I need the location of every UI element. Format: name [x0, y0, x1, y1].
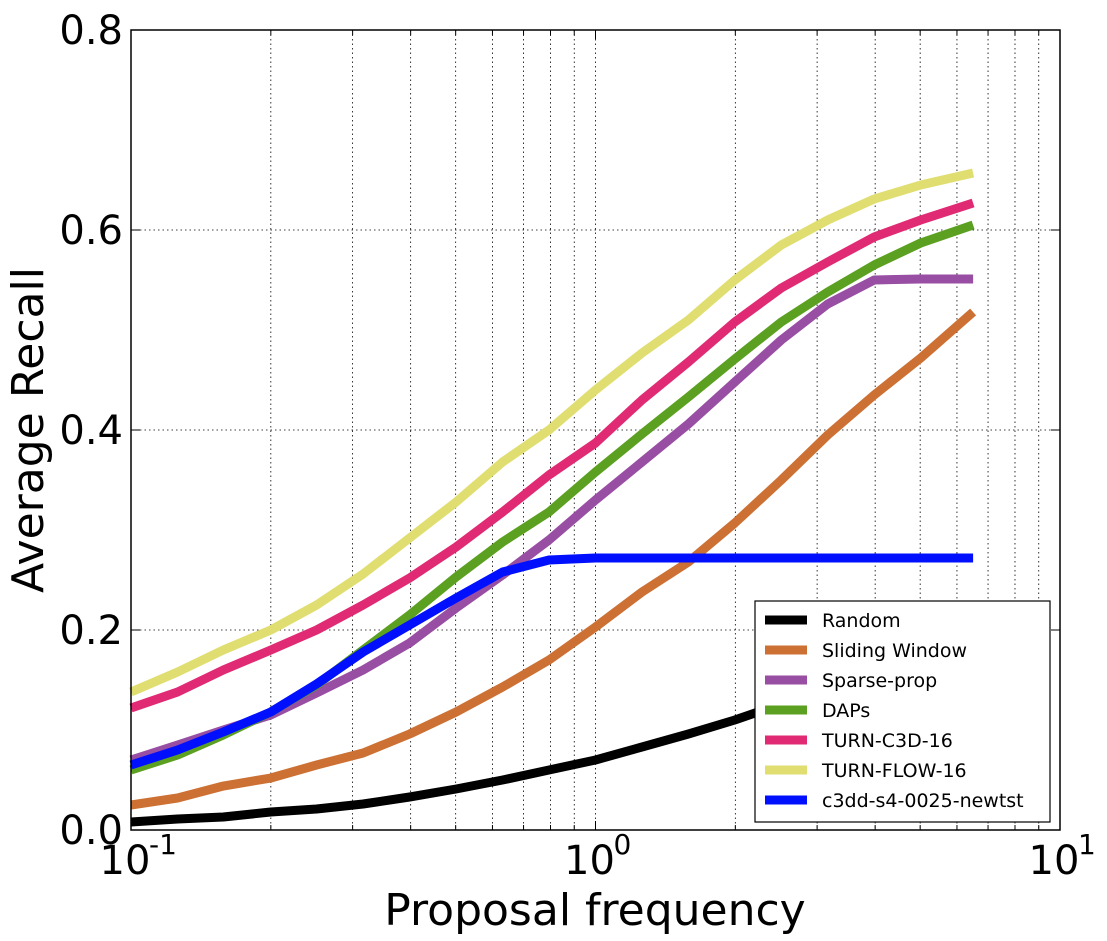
x-axis-label: Proposal frequency	[384, 885, 805, 936]
y-tick-label: 0.4	[59, 408, 123, 454]
x-tick-label: 10-1	[100, 828, 177, 884]
x-tick-exponent: 1	[1078, 828, 1096, 861]
series-line-turn-c3d-16	[129, 198, 975, 713]
legend-entry: TURN-FLOW-16	[821, 760, 967, 782]
legend-entry: Sliding Window	[822, 640, 967, 662]
legend-entry: Sparse-prop	[822, 670, 937, 692]
y-tick-label: 0.0	[59, 808, 123, 854]
x-tick-label: 101	[1029, 828, 1096, 884]
x-tick-base: 10	[1029, 838, 1080, 884]
x-tick-labels: 10-1 100 101	[100, 828, 1096, 884]
x-tick-base: 10	[100, 838, 151, 884]
x-tick-label: 100	[564, 828, 631, 884]
legend: Random Sliding Window Sparse-prop DAPs TURN-…	[754, 600, 1051, 823]
y-tick-labels: 0.0 0.2 0.4 0.6 0.8	[59, 8, 123, 854]
series-line-turn-flow-16	[129, 168, 975, 697]
y-tick-label: 0.6	[59, 208, 123, 254]
y-axis-label: Average Recall	[3, 267, 54, 593]
legend-entry: c3dd-s4-0025-newtst	[822, 790, 1024, 812]
series-line-sliding-window	[130, 308, 977, 810]
legend-entry: DAPs	[822, 700, 870, 722]
series-line-c3dd-s4-0025-newtst	[129, 553, 974, 770]
axis-ticks	[130, 29, 1060, 831]
y-tick-label: 0.2	[59, 608, 123, 654]
legend-entry: TURN-C3D-16	[821, 730, 953, 752]
y-tick-label: 0.8	[59, 8, 123, 54]
x-tick-exponent: 0	[614, 828, 632, 861]
x-tick-exponent: -1	[149, 828, 177, 861]
legend-entry: Random	[822, 610, 901, 632]
x-tick-base: 10	[564, 838, 615, 884]
